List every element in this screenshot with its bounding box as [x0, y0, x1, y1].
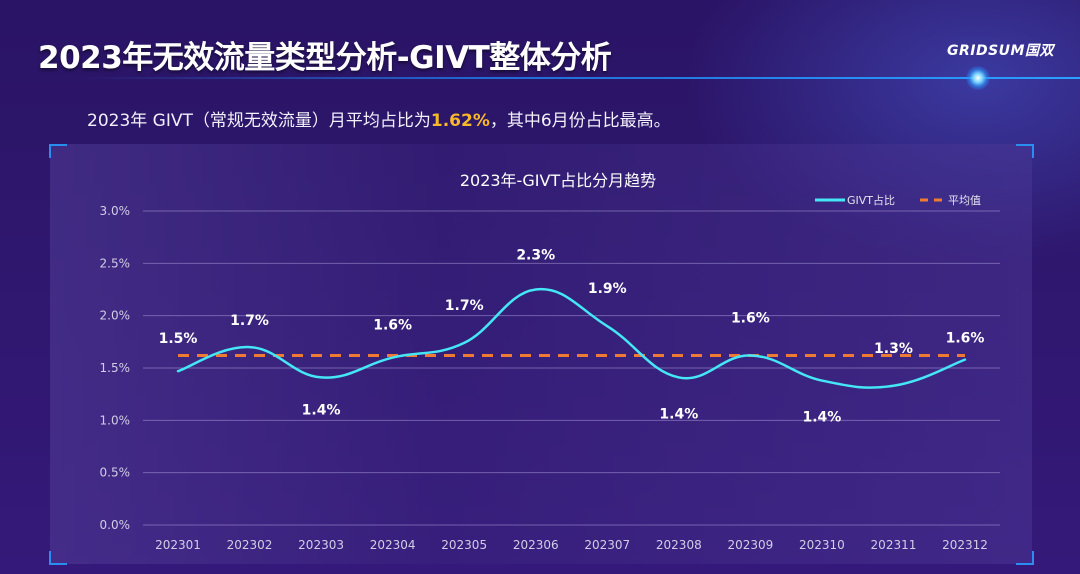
- x-tick-label: 202301: [155, 538, 201, 552]
- y-tick-label: 1.5%: [100, 361, 131, 375]
- corner-decoration-bottom-left: [49, 551, 67, 565]
- y-axis-ticks: 0.0% 0.5% 1.0% 1.5% 2.0% 2.5% 3.0%: [100, 204, 131, 532]
- header-divider: [80, 77, 1080, 79]
- page-title: 2023年无效流量类型分析-GIVT整体分析: [38, 40, 612, 76]
- glow-dot-decoration: [966, 66, 990, 90]
- legend-average-label[interactable]: 平均值: [948, 194, 981, 207]
- data-label: 1.6%: [373, 318, 412, 334]
- x-tick-label: 202307: [584, 538, 630, 552]
- data-label: 1.9%: [588, 281, 627, 297]
- data-label: 1.3%: [874, 341, 913, 357]
- data-label: 1.4%: [302, 402, 341, 418]
- summary-text: 2023年 GIVT（常规无效流量）月平均占比为1.62%，其中6月份占比最高。: [87, 106, 671, 131]
- x-tick-label: 202312: [942, 538, 988, 552]
- summary-suffix: ，其中6月份占比最高。: [489, 111, 671, 131]
- x-tick-label: 202306: [513, 538, 559, 552]
- data-label: 1.7%: [230, 313, 269, 329]
- series-lines: [176, 287, 967, 389]
- x-tick-label: 202309: [727, 538, 773, 552]
- givt-series-line: [176, 287, 967, 389]
- x-tick-label: 202311: [871, 538, 917, 552]
- x-tick-label: 202303: [298, 538, 344, 552]
- y-tick-label: 2.0%: [100, 309, 131, 323]
- data-labels: 1.5% 1.7% 1.4% 1.6% 1.7% 2.3% 1.9% 1.4% 1.6% 1.4%…: [159, 248, 985, 426]
- y-tick-label: 3.0%: [100, 204, 131, 218]
- y-tick-label: 2.5%: [100, 256, 131, 270]
- legend-series-label[interactable]: GIVT占比: [847, 193, 895, 207]
- data-label: 1.7%: [445, 298, 484, 314]
- summary-highlight-value: 1.62%: [430, 111, 490, 131]
- data-label: 2.3%: [516, 248, 555, 264]
- y-tick-label: 1.0%: [100, 413, 131, 427]
- x-tick-label: 202305: [441, 538, 487, 552]
- corner-decoration-top-right: [1016, 144, 1034, 158]
- grid-lines: [143, 210, 1000, 526]
- y-tick-label: 0.5%: [100, 466, 131, 480]
- data-label: 1.5%: [159, 331, 198, 347]
- x-tick-label: 202310: [799, 538, 845, 552]
- summary-prefix: 2023年 GIVT（常规无效流量）月平均占比为: [87, 111, 431, 131]
- data-label: 1.6%: [946, 331, 985, 347]
- x-axis-ticks: 202301 202302 202303 202304 202305 202306 2023…: [155, 538, 988, 552]
- x-tick-label: 202304: [370, 538, 416, 552]
- corner-decoration-bottom-right: [1016, 551, 1034, 565]
- data-label: 1.4%: [659, 406, 698, 422]
- data-label: 1.4%: [802, 410, 841, 426]
- chart-title: 2023年-GIVT占比分月趋势: [460, 171, 656, 190]
- data-label: 1.6%: [731, 310, 770, 326]
- y-tick-label: 0.0%: [100, 518, 131, 532]
- x-tick-label: 202302: [227, 538, 273, 552]
- x-tick-label: 202308: [656, 538, 702, 552]
- gridsum-logo: GRIDSUM国双: [947, 43, 1054, 59]
- corner-decoration-top-left: [49, 144, 67, 158]
- legend: GIVT占比 平均值: [815, 193, 981, 207]
